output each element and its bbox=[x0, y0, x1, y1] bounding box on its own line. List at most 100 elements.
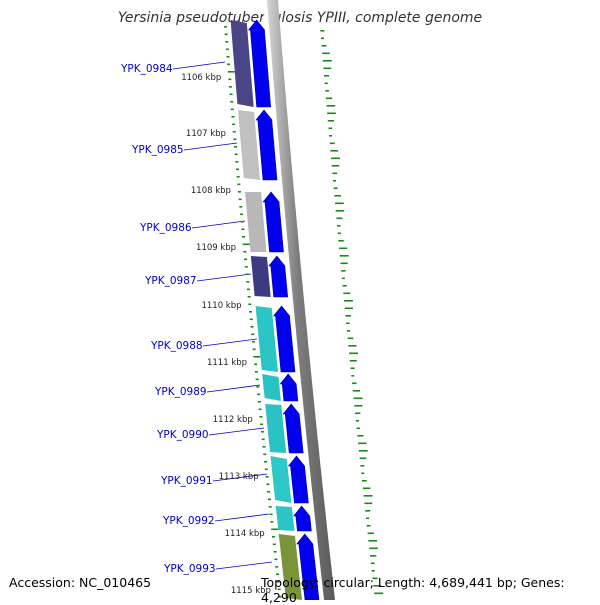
scale-tick bbox=[275, 566, 279, 568]
gc-skew-bar bbox=[367, 532, 374, 535]
scale-tick bbox=[248, 303, 252, 306]
scale-tick bbox=[278, 596, 282, 598]
scale-tick bbox=[277, 588, 281, 591]
scale-tick bbox=[267, 498, 271, 501]
gc-skew-track bbox=[320, 30, 384, 595]
scale-tick bbox=[246, 288, 250, 291]
scale-tick bbox=[257, 401, 261, 403]
gc-skew-bar bbox=[324, 82, 328, 85]
gc-skew-bar bbox=[327, 120, 335, 122]
cds-arrow-track bbox=[247, 19, 320, 600]
gc-skew-bar bbox=[359, 457, 367, 460]
cog-block-ypk_0984 bbox=[230, 20, 254, 107]
gc-skew-bar bbox=[348, 345, 357, 347]
scale-label-6: 1111 kbp bbox=[207, 358, 247, 368]
scale-tick bbox=[262, 446, 266, 448]
cog-block-ypk_0988 bbox=[255, 306, 278, 372]
gene-label-ypk_0988[interactable]: YPK_0988 bbox=[150, 340, 203, 352]
gc-skew-bar bbox=[355, 420, 360, 422]
gc-skew-bar bbox=[339, 247, 348, 250]
gc-skew-bar bbox=[344, 307, 353, 310]
scale-tick bbox=[266, 483, 270, 486]
scale-tick bbox=[241, 228, 245, 231]
gc-skew-bar bbox=[349, 360, 357, 362]
scale-tick bbox=[244, 258, 248, 261]
scale-tick bbox=[265, 476, 269, 478]
scale-tick bbox=[270, 521, 274, 523]
cds-arrow-ypk_0991 bbox=[287, 455, 309, 504]
scale-tick bbox=[253, 356, 261, 358]
gc-skew-bar bbox=[322, 52, 330, 55]
scale-tick bbox=[239, 206, 243, 208]
gene-label-ypk_0993[interactable]: YPK_0993 bbox=[163, 563, 216, 575]
scale-tick bbox=[273, 551, 277, 553]
cog-block-ypk_0985 bbox=[238, 110, 260, 180]
genome-backbone bbox=[266, 0, 335, 600]
backbone-white-stripe bbox=[263, 0, 324, 600]
leader-line-ypk_0985 bbox=[183, 142, 238, 151]
cds-arrow-ypk_0986 bbox=[262, 191, 284, 253]
gene-label-ypk_0986[interactable]: YPK_0986 bbox=[139, 222, 192, 234]
scale-tick bbox=[225, 48, 229, 51]
scale-tick bbox=[254, 363, 258, 366]
gc-skew-bar bbox=[350, 367, 355, 370]
scale-tick bbox=[260, 431, 264, 433]
gene-label-ypk_0987[interactable]: YPK_0987 bbox=[144, 275, 197, 287]
cog-block-ypk_0990 bbox=[265, 404, 287, 453]
gc-skew-bar bbox=[339, 255, 349, 257]
scale-tick bbox=[227, 71, 235, 73]
scale-label-1: 1106 kbp bbox=[181, 73, 221, 83]
gc-skew-bar bbox=[365, 510, 371, 512]
gene-label-ypk_0990[interactable]: YPK_0990 bbox=[156, 429, 209, 441]
gc-skew-bar bbox=[361, 472, 365, 475]
scale-tick bbox=[251, 341, 255, 343]
gene-label-ypk_0991[interactable]: YPK_0991 bbox=[160, 475, 213, 487]
scale-tick bbox=[231, 116, 235, 118]
scale-tick bbox=[240, 221, 244, 223]
gc-skew-bar bbox=[352, 382, 357, 385]
gc-skew-bar bbox=[373, 585, 382, 587]
gc-skew-bar bbox=[368, 540, 378, 542]
gc-skew-bar bbox=[363, 495, 373, 497]
gene-label-ypk_0984[interactable]: YPK_0984 bbox=[120, 63, 173, 75]
gc-skew-bar bbox=[344, 300, 353, 302]
gene-label-ypk_0985[interactable]: YPK_0985 bbox=[131, 144, 184, 156]
leader-line-ypk_0991 bbox=[212, 473, 268, 482]
gc-skew-bar bbox=[331, 157, 341, 160]
gc-skew-bar bbox=[340, 262, 348, 265]
cds-arrow-ypk_0993 bbox=[296, 533, 320, 600]
scale-tick bbox=[276, 581, 280, 583]
cog-block-ypk_0991 bbox=[270, 456, 292, 503]
gc-skew-bar bbox=[328, 127, 333, 130]
gc-skew-bar bbox=[358, 450, 368, 452]
scale-tick bbox=[237, 191, 241, 193]
gc-skew-bar bbox=[357, 435, 364, 437]
leader-line-ypk_0988 bbox=[202, 338, 258, 347]
scale-tick bbox=[249, 311, 253, 313]
scale-tick bbox=[228, 78, 232, 81]
gene-label-ypk_0989[interactable]: YPK_0989 bbox=[154, 386, 207, 398]
scale-tick bbox=[276, 573, 280, 576]
gc-skew-bar bbox=[365, 517, 370, 520]
gc-skew-bar bbox=[333, 180, 337, 182]
scale-tick bbox=[256, 386, 260, 388]
gc-skew-bar bbox=[326, 105, 336, 107]
gc-skew-bar bbox=[366, 525, 371, 527]
leader-line-ypk_0990 bbox=[208, 427, 265, 436]
cds-arrow-ypk_0990 bbox=[282, 403, 304, 454]
gc-skew-bar bbox=[369, 547, 378, 550]
scale-tick bbox=[230, 101, 234, 103]
scale-label-3: 1108 kbp bbox=[191, 186, 231, 196]
gc-skew-bar bbox=[321, 45, 327, 47]
gc-skew-bar bbox=[364, 502, 373, 505]
scale-tick bbox=[224, 33, 228, 36]
gc-skew-bar bbox=[324, 75, 330, 77]
cds-arrow-ypk_0984 bbox=[247, 19, 272, 108]
gene-label-ypk_0992[interactable]: YPK_0992 bbox=[162, 515, 215, 527]
cog-block-ypk_0987 bbox=[250, 256, 271, 297]
scale-tick bbox=[232, 131, 236, 133]
scale-tick bbox=[235, 161, 239, 163]
gc-skew-bar bbox=[320, 30, 325, 32]
gc-skew-bar bbox=[327, 112, 336, 115]
